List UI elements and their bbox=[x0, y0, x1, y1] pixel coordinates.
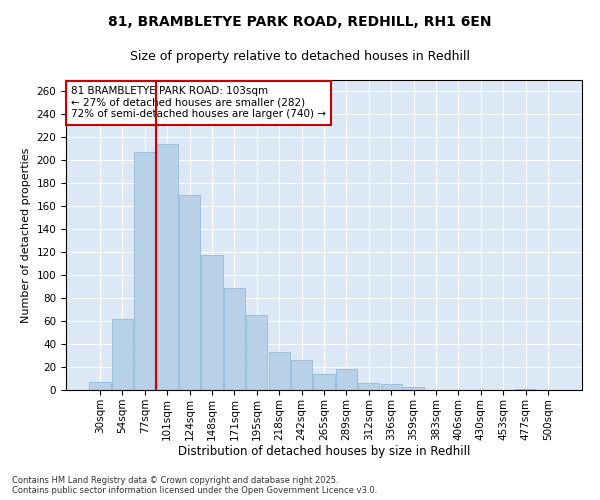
Bar bbox=[403, 386, 424, 390]
Bar bbox=[134, 152, 155, 390]
Y-axis label: Number of detached properties: Number of detached properties bbox=[21, 148, 31, 322]
Bar bbox=[358, 383, 379, 390]
Bar bbox=[224, 288, 245, 390]
Bar bbox=[336, 370, 357, 390]
X-axis label: Distribution of detached houses by size in Redhill: Distribution of detached houses by size … bbox=[178, 446, 470, 458]
Bar bbox=[157, 144, 178, 390]
Bar bbox=[515, 389, 536, 390]
Bar bbox=[313, 374, 335, 390]
Bar bbox=[269, 352, 290, 390]
Bar bbox=[380, 384, 402, 390]
Text: Contains HM Land Registry data © Crown copyright and database right 2025.
Contai: Contains HM Land Registry data © Crown c… bbox=[12, 476, 377, 495]
Bar bbox=[112, 319, 133, 390]
Text: 81 BRAMBLETYE PARK ROAD: 103sqm
← 27% of detached houses are smaller (282)
72% o: 81 BRAMBLETYE PARK ROAD: 103sqm ← 27% of… bbox=[71, 86, 326, 120]
Bar bbox=[179, 195, 200, 390]
Text: 81, BRAMBLETYE PARK ROAD, REDHILL, RH1 6EN: 81, BRAMBLETYE PARK ROAD, REDHILL, RH1 6… bbox=[108, 15, 492, 29]
Bar bbox=[202, 254, 223, 390]
Bar bbox=[246, 316, 268, 390]
Bar bbox=[291, 360, 312, 390]
Text: Size of property relative to detached houses in Redhill: Size of property relative to detached ho… bbox=[130, 50, 470, 63]
Bar bbox=[89, 382, 111, 390]
